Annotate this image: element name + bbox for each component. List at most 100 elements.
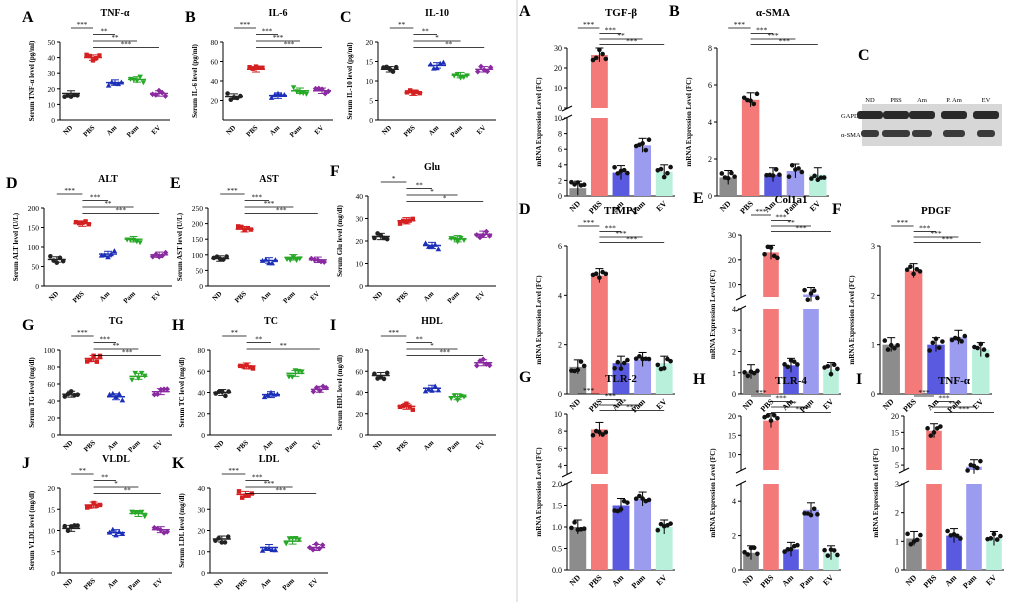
y-tick-label: 2	[732, 348, 736, 357]
data-point	[625, 500, 630, 505]
x-tick-label: EV	[654, 199, 668, 213]
x-tick-label: Am	[259, 577, 272, 590]
significance-label: ***	[276, 487, 287, 495]
y-tick-label: 10	[554, 114, 562, 123]
data-point	[404, 219, 409, 224]
significance-label: ***	[276, 207, 287, 215]
significance-label: **	[124, 487, 132, 495]
significance-label: ***	[388, 329, 399, 337]
data-point	[486, 233, 493, 239]
x-tick-label: EV	[150, 290, 163, 303]
x-tick-label: Am	[427, 124, 440, 137]
data-point	[310, 546, 316, 553]
significance-label: ***	[64, 187, 75, 195]
significance-label: ***	[755, 207, 767, 216]
significance-label: **	[113, 342, 121, 350]
y-tick-label: 2	[732, 532, 736, 541]
significance-label: *	[392, 175, 396, 183]
x-tick-label: EV	[808, 199, 822, 213]
data-point	[795, 362, 800, 367]
data-point	[422, 388, 429, 394]
x-tick-label: PBS	[245, 124, 260, 139]
data-point	[272, 92, 278, 98]
bar	[569, 527, 587, 570]
data-point	[815, 295, 820, 301]
y-tick-label: 60	[211, 58, 219, 67]
y-tick-label: 3	[895, 480, 899, 489]
data-point	[745, 552, 751, 557]
blot-band-gapdh	[941, 111, 967, 119]
scatter-panel-d: D ALT 0 50 100 150 200 Serum ALT level (U/L) ND P…	[6, 174, 172, 305]
y-tick-label: 5	[51, 548, 55, 557]
blot-lane-label: PBS	[890, 97, 902, 104]
data-point	[978, 341, 984, 347]
data-point	[158, 386, 164, 393]
data-point	[786, 174, 792, 179]
significance-label: *	[430, 342, 434, 350]
scatter-panel-h: H TC 0 20 40 60 80 Serum TC level (mg/dl) ND PBS A…	[172, 316, 332, 454]
data-point	[97, 502, 103, 508]
significance-label: ***	[228, 467, 239, 475]
data-point	[404, 90, 410, 95]
x-tick-label: ND	[62, 439, 75, 452]
data-point	[274, 391, 281, 397]
panel-letter: B	[669, 3, 680, 20]
significance-label: ***	[264, 200, 275, 208]
x-tick-label: EV	[152, 439, 165, 452]
y-tick-label: 0.0	[552, 566, 562, 575]
data-point	[263, 256, 269, 262]
y-tick-label: 80	[356, 346, 364, 355]
significance-label: ***	[284, 41, 295, 49]
data-point	[221, 257, 226, 262]
panel-letter: E	[693, 190, 704, 207]
data-point	[238, 363, 243, 369]
data-point	[812, 173, 817, 179]
data-point	[219, 389, 225, 394]
data-point	[378, 233, 384, 238]
y-tick-label: 2	[558, 176, 562, 185]
data-point	[802, 287, 807, 293]
data-point	[137, 74, 143, 80]
panel-title: TLR-4	[775, 375, 807, 387]
data-point	[240, 495, 245, 500]
x-tick-label: ND	[371, 439, 384, 452]
data-point	[316, 545, 323, 552]
significance-label: **	[787, 218, 795, 227]
blot-row-label: α-SMA	[841, 132, 861, 139]
x-tick-label: ND	[904, 573, 919, 588]
significance-label: ***	[252, 194, 263, 202]
bar	[612, 172, 630, 196]
data-point	[965, 468, 970, 473]
significance-label: ***	[615, 229, 627, 238]
significance-label: *	[114, 480, 118, 488]
data-point	[414, 89, 419, 95]
data-point	[372, 371, 377, 377]
x-tick-label: EV	[313, 124, 326, 137]
data-point	[161, 386, 167, 392]
data-point	[158, 527, 164, 533]
y-tick-label: 0	[51, 569, 55, 578]
y-tick-label: 20	[891, 412, 899, 421]
data-point	[911, 271, 916, 277]
bar	[634, 145, 652, 196]
data-point	[461, 394, 467, 400]
scatter-panel-g: G TG 0 20 40 60 80 100 Serum TG level (mg/dl) ND P…	[22, 316, 172, 454]
data-point	[72, 523, 77, 528]
x-tick-label: Pam	[961, 573, 979, 591]
panel-title: AST	[259, 174, 279, 185]
data-point	[925, 426, 930, 431]
data-point	[956, 336, 961, 342]
y-axis-label: Serum TG level (mg/dl)	[28, 357, 36, 428]
y-tick-label: 80	[198, 346, 206, 355]
bar-upper	[763, 252, 779, 297]
data-point	[269, 260, 275, 266]
data-point	[959, 339, 964, 344]
y-tick-label: 0	[51, 116, 55, 125]
y-tick-label: 0	[35, 282, 39, 291]
y-tick-label: 1	[871, 341, 875, 350]
data-point	[600, 51, 605, 57]
bar	[904, 270, 923, 394]
panel-title: Col1a1	[775, 194, 808, 206]
y-tick-label: 2	[708, 155, 712, 164]
